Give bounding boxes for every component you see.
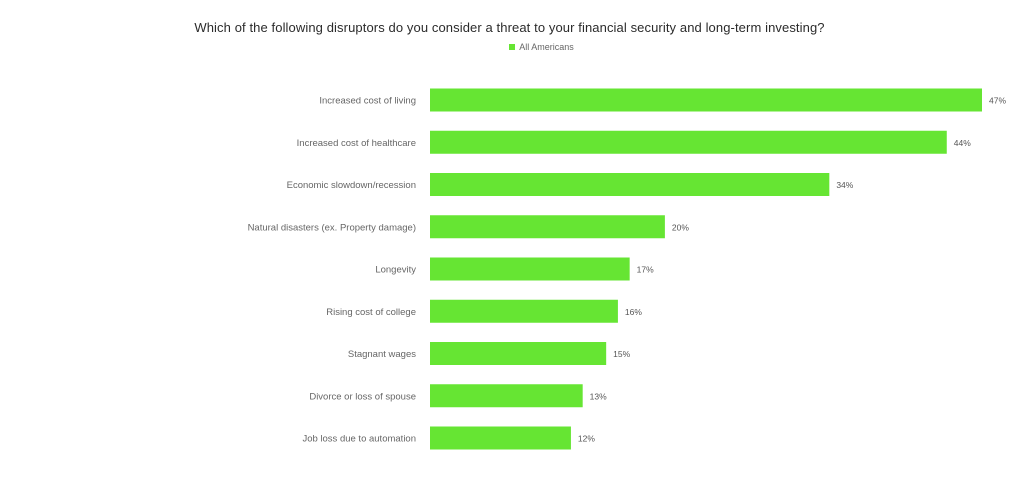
category-label-3: Economic slowdown/recession (287, 180, 416, 191)
value-label-4: 20% (672, 222, 689, 232)
bar-2 (430, 130, 947, 154)
bar-7 (430, 342, 607, 365)
value-label-3: 34% (836, 180, 853, 190)
category-label-5: Longevity (375, 265, 416, 276)
bar-9 (430, 426, 571, 450)
category-label-8: Divorce or loss of spouse (309, 391, 416, 402)
value-label-7: 15% (613, 349, 630, 359)
legend: All Americans (0, 42, 1019, 52)
category-label-9: Job loss due to automation (302, 434, 416, 445)
legend-label: All Americans (519, 42, 574, 52)
legend-swatch (509, 44, 516, 50)
bar-1 (430, 88, 982, 112)
bar-8 (430, 384, 583, 408)
value-label-9: 12% (578, 434, 595, 444)
category-label-1: Increased cost of living (319, 96, 416, 107)
category-label-7: Stagnant wages (348, 349, 416, 360)
bar-5 (430, 257, 630, 281)
value-label-2: 44% (954, 138, 971, 148)
category-label-2: Increased cost of healthcare (297, 138, 416, 149)
value-label-8: 13% (590, 391, 607, 401)
chart-title: Which of the following disruptors do you… (194, 20, 825, 35)
bar-6 (430, 299, 618, 323)
bar-4 (430, 215, 665, 239)
value-label-1: 47% (989, 96, 1006, 106)
category-label-6: Rising cost of college (326, 307, 416, 318)
category-label-4: Natural disasters (ex. Property damage) (248, 222, 416, 233)
bar-3 (430, 173, 830, 196)
value-label-6: 16% (625, 307, 642, 317)
value-label-5: 17% (637, 265, 654, 275)
